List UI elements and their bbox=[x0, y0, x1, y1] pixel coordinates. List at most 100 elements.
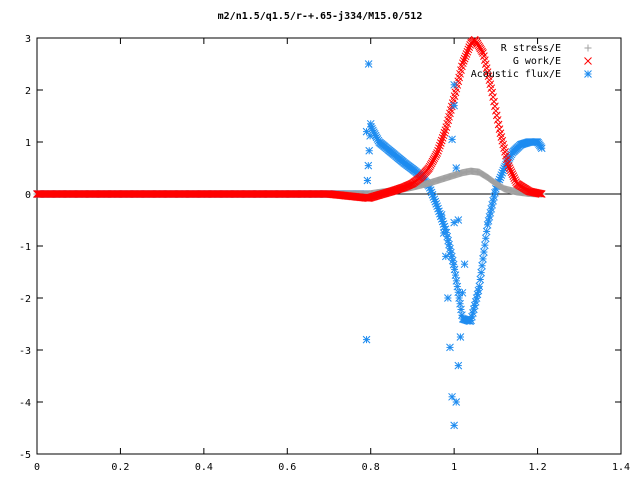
g-work-e-point bbox=[465, 43, 474, 52]
g-work-e-point bbox=[488, 88, 497, 97]
y-tick-label: 2 bbox=[25, 86, 31, 97]
g-work-e-point bbox=[494, 120, 503, 129]
g-work-e-point bbox=[536, 189, 544, 198]
acoustic-flux-e-scattered-point bbox=[452, 164, 461, 172]
acoustic-flux-e-scattered-point bbox=[458, 288, 467, 297]
acoustic-flux-e-scattered-point bbox=[456, 333, 465, 341]
x-tick-label: 0.2 bbox=[111, 462, 129, 473]
acoustic-flux-e-scattered-point bbox=[366, 119, 375, 128]
g-work-e-point bbox=[436, 141, 444, 150]
acoustic-flux-e-scattered-point bbox=[452, 398, 461, 406]
series-group bbox=[33, 123, 546, 326]
acoustic-flux-e-scattered-point bbox=[437, 210, 446, 219]
acoustic-flux-e-scattered-point bbox=[439, 229, 448, 237]
g-work-e-point bbox=[507, 168, 516, 176]
legend: R stress/E G work/E Acoustic flux/E bbox=[471, 43, 592, 80]
acoustic-flux-e-point bbox=[480, 248, 488, 256]
acoustic-flux-e-scattered-point bbox=[441, 252, 450, 261]
g-work-e-point bbox=[432, 150, 441, 159]
g-work-e-point bbox=[489, 93, 497, 101]
x-tick-label: 0.8 bbox=[362, 462, 380, 473]
acoustic-flux-e-scattered-point bbox=[460, 260, 469, 269]
g-work-e-point bbox=[492, 106, 500, 115]
series-group bbox=[362, 60, 469, 430]
x-tick-label: 1 bbox=[451, 462, 457, 473]
g-work-e-point bbox=[535, 189, 543, 198]
acoustic-flux-e-point bbox=[478, 261, 486, 270]
g-work-e-point bbox=[439, 131, 448, 140]
g-work-e-point bbox=[504, 162, 513, 170]
g-work-e-point bbox=[460, 54, 469, 63]
g-work-e-point bbox=[490, 97, 498, 106]
g-work-e-point bbox=[509, 172, 518, 180]
y-tick-label: 0 bbox=[25, 190, 31, 201]
acoustic-flux-e-point bbox=[537, 144, 546, 153]
acoustic-flux-e-scattered-point bbox=[448, 392, 456, 401]
g-work-e-point bbox=[463, 47, 472, 56]
acoustic-flux-e-point bbox=[476, 275, 485, 284]
g-work-e-point bbox=[536, 189, 545, 198]
y-tick-label: -5 bbox=[19, 450, 31, 461]
legend-label: G work/E bbox=[513, 56, 561, 67]
g-work-e-point bbox=[458, 59, 467, 68]
g-work-e-point bbox=[436, 139, 445, 147]
y-tick-label: -1 bbox=[19, 242, 31, 253]
acoustic-flux-e-point bbox=[474, 286, 483, 295]
legend-label: R stress/E bbox=[501, 43, 561, 54]
acoustic-flux-e-point bbox=[479, 255, 487, 263]
legend-marker bbox=[584, 70, 592, 78]
acoustic-flux-e-scattered-point bbox=[362, 335, 371, 344]
acoustic-flux-e-point bbox=[480, 241, 489, 250]
x-tick-label: 0.4 bbox=[195, 462, 213, 473]
g-work-e-point bbox=[462, 50, 471, 58]
acoustic-flux-e-scattered-point bbox=[450, 421, 458, 430]
acoustic-flux-e-scattered-point bbox=[448, 135, 456, 144]
g-work-e-point bbox=[505, 164, 514, 172]
acoustic-flux-e-point bbox=[482, 227, 491, 236]
x-tick-label: 0 bbox=[34, 462, 40, 473]
g-work-e-point bbox=[508, 170, 517, 178]
acoustic-flux-e-scattered-point bbox=[454, 361, 463, 370]
acoustic-flux-e-scattered-point bbox=[454, 216, 463, 224]
g-work-e-point bbox=[493, 116, 502, 124]
x-tick-label: 0.6 bbox=[278, 462, 296, 473]
legend-marker bbox=[584, 44, 592, 52]
chart-title: m2/n1.5/q1.5/r-+.65-j334/M15.0/512 bbox=[218, 10, 423, 22]
plot-marks bbox=[33, 35, 546, 430]
acoustic-flux-e-point bbox=[452, 276, 461, 285]
acoustic-flux-e-point bbox=[477, 268, 486, 277]
g-work-e-point bbox=[461, 52, 470, 61]
g-work-e-point bbox=[437, 136, 446, 145]
g-work-e-point bbox=[506, 166, 515, 174]
series-group bbox=[33, 35, 546, 202]
g-work-e-point bbox=[459, 57, 468, 65]
acoustic-flux-e-scattered-point bbox=[362, 127, 371, 136]
acoustic-flux-e-point bbox=[365, 146, 374, 155]
y-tick-label: 3 bbox=[25, 34, 31, 45]
y-tick-label: -2 bbox=[19, 294, 31, 305]
y-tick-label: -4 bbox=[19, 398, 31, 409]
acoustic-flux-e-scattered-point bbox=[364, 60, 373, 68]
legend-label: Acoustic flux/E bbox=[471, 69, 561, 80]
g-work-e-point bbox=[433, 149, 441, 157]
g-work-e-point bbox=[434, 146, 442, 155]
g-work-e-point bbox=[537, 190, 546, 198]
acoustic-flux-e-point bbox=[363, 176, 372, 185]
g-work-e-point bbox=[464, 45, 473, 54]
plot-frame bbox=[36, 37, 622, 455]
g-work-e-point bbox=[440, 128, 449, 137]
g-work-e-point bbox=[491, 102, 499, 111]
legend-marker bbox=[584, 57, 592, 65]
acoustic-flux-e-scattered-point bbox=[446, 343, 454, 352]
x-tick-label: 1.4 bbox=[612, 462, 630, 473]
acoustic-flux-e-scattered-point bbox=[450, 80, 458, 89]
axis-ticks: 0 0.2 0.4 0.6 0.8 1 1.2 1.4 3 2 1 0 -1 -2 -3 -4 -5 bbox=[19, 34, 630, 473]
y-tick-label: -3 bbox=[19, 346, 31, 357]
y-tick-label: 1 bbox=[25, 138, 31, 149]
acoustic-flux-e-scattered-point bbox=[450, 101, 458, 110]
acoustic-flux-e-point bbox=[449, 260, 458, 269]
acoustic-flux-e-point bbox=[481, 234, 490, 243]
acoustic-flux-e-scattered-point bbox=[444, 294, 452, 302]
acoustic-flux-e-point bbox=[364, 161, 373, 170]
